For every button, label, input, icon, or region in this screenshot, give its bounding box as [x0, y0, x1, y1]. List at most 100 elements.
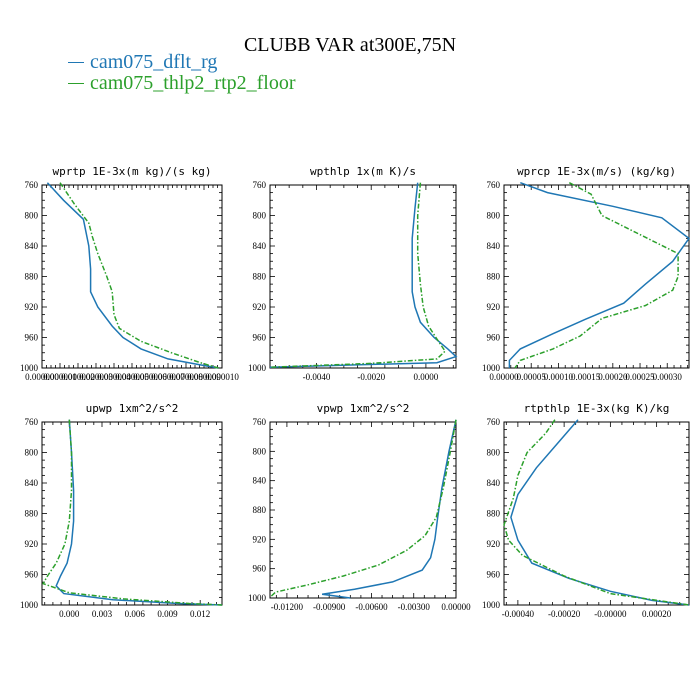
y-tick-label: 760 — [487, 180, 501, 190]
plot-frame — [269, 184, 457, 369]
y-tick-label: 920 — [25, 302, 39, 312]
x-tick-label: 0.000008 — [169, 372, 203, 382]
panel-0: wprtp 1E-3x(m kg)/(s kg) 760 800 840 880 920 9… — [20, 165, 239, 382]
legend: cam075_dflt_rg cam075_thlp2_rtp2_floor — [68, 51, 296, 94]
x-tick-label: 0.000006 — [133, 372, 167, 382]
series-line-dflt — [321, 419, 457, 599]
series-line-floor — [514, 182, 679, 369]
y-tick-label: 760 — [253, 180, 267, 190]
panel-3: upwp 1xm^2/s^2 760 800 840 880 920 960 1000 0.00… — [20, 402, 223, 619]
plot-frame — [503, 421, 690, 606]
x-tick-label: 0.000002 — [61, 372, 95, 382]
legend-line-floor — [68, 83, 84, 84]
y-tick-label: 920 — [253, 302, 267, 312]
series-line-dflt — [510, 419, 690, 606]
y-tick-label: 880 — [253, 272, 267, 282]
y-tick-label: 960 — [25, 570, 39, 580]
series-line-dflt — [508, 181, 691, 368]
x-tick-label: 0.000007 — [151, 372, 185, 382]
x-tick-label: 0.000010 — [205, 372, 239, 382]
y-tick-label: 880 — [25, 509, 39, 519]
series-line-floor — [269, 182, 447, 368]
panel-title: wprtp 1E-3x(m kg)/(s kg) — [53, 165, 212, 178]
legend-item-floor: cam075_thlp2_rtp2_floor — [68, 72, 296, 94]
x-tick-label: -0.01200 — [271, 602, 304, 612]
x-tick-label: 0.003 — [92, 609, 113, 619]
y-tick-label: 840 — [25, 478, 39, 488]
y-tick-label: 800 — [253, 446, 267, 456]
x-tick-label: -0.00900 — [313, 602, 346, 612]
y-tick-label: 880 — [487, 509, 501, 519]
x-tick-label: 0.000004 — [97, 372, 131, 382]
x-tick-label: 0.00000 — [441, 602, 471, 612]
y-tick-label: 960 — [487, 333, 501, 343]
legend-line-dflt — [68, 62, 84, 63]
y-tick-label: 1000 — [482, 600, 501, 610]
panel-4: vpwp 1xm^2/s^2 760 800 840 880 920 960 1000 -0.0… — [248, 402, 471, 612]
panel-title: wpthlp 1x(m K)/s — [310, 165, 416, 178]
y-tick-label: 960 — [253, 564, 267, 574]
y-tick-label: 880 — [25, 272, 39, 282]
panel-title: vpwp 1xm^2/s^2 — [317, 402, 410, 415]
y-tick-label: 920 — [487, 302, 501, 312]
plot-frame — [41, 184, 223, 369]
y-tick-label: 920 — [25, 539, 39, 549]
y-tick-label: 760 — [487, 417, 501, 427]
y-tick-label: 880 — [253, 505, 267, 515]
y-tick-label: 1000 — [20, 600, 39, 610]
y-tick-label: 1000 — [248, 593, 267, 603]
panel-1: wpthlp 1x(m K)/s 760 800 840 880 920 960 1000 -0… — [248, 165, 458, 382]
y-tick-label: 840 — [487, 478, 501, 488]
series-line-floor — [269, 419, 457, 598]
y-tick-label: 880 — [487, 272, 501, 282]
x-tick-label: 0.000009 — [187, 372, 221, 382]
x-tick-label: 0.00030 — [653, 372, 683, 382]
panel-title: rtpthlp 1E-3x(kg K)/kg — [524, 402, 670, 415]
y-tick-label: 1000 — [482, 363, 501, 373]
panel-2: wprcp 1E-3x(m/s) (kg/kg) 760 800 840 880 920 9… — [482, 165, 691, 382]
panel-title: wprcp 1E-3x(m/s) (kg/kg) — [517, 165, 676, 178]
y-tick-label: 840 — [25, 241, 39, 251]
x-tick-label: 0.00000 — [489, 372, 519, 382]
y-tick-label: 760 — [253, 417, 267, 427]
x-tick-label: 0.012 — [190, 609, 210, 619]
panel-title: upwp 1xm^2/s^2 — [86, 402, 179, 415]
x-tick-label: 0.000 — [59, 609, 80, 619]
x-tick-label: -0.00000 — [594, 609, 627, 619]
y-tick-label: 960 — [487, 570, 501, 580]
series-line-dflt — [269, 182, 458, 368]
x-tick-label: 0.00015 — [571, 372, 601, 382]
plot-frame — [503, 184, 690, 369]
x-tick-label: -0.00600 — [355, 602, 388, 612]
x-tick-label: 0.000003 — [79, 372, 113, 382]
y-tick-label: 840 — [253, 476, 267, 486]
legend-item-dflt: cam075_dflt_rg — [68, 51, 296, 73]
y-tick-label: 960 — [25, 333, 39, 343]
series-line-floor — [503, 419, 690, 606]
y-tick-label: 920 — [487, 539, 501, 549]
panel-5: rtpthlp 1E-3x(kg K)/kg 760 800 840 880 920 960… — [482, 402, 690, 619]
figure-title: CLUBB VAR at300E,75N — [243, 34, 457, 56]
y-tick-label: 760 — [25, 180, 39, 190]
y-tick-label: 800 — [25, 211, 39, 221]
y-tick-label: 1000 — [248, 363, 267, 373]
x-tick-label: 0.00020 — [642, 609, 672, 619]
x-tick-label: 0.009 — [157, 609, 178, 619]
plot-frame — [41, 421, 223, 606]
x-tick-label: -0.00300 — [398, 602, 431, 612]
plot-frame — [269, 421, 457, 599]
x-tick-label: 0.0000 — [414, 372, 439, 382]
series-line-floor — [41, 419, 223, 606]
y-tick-label: 840 — [487, 241, 501, 251]
legend-label-dflt: cam075_dflt_rg — [90, 51, 218, 73]
y-tick-label: 800 — [487, 448, 501, 458]
legend-label-floor: cam075_thlp2_rtp2_floor — [90, 72, 296, 94]
x-tick-label: 0.000000 — [25, 372, 59, 382]
x-tick-label: 0.00010 — [544, 372, 574, 382]
series-line-floor — [59, 182, 219, 369]
x-tick-label: 0.00020 — [598, 372, 628, 382]
y-tick-label: 800 — [253, 211, 267, 221]
y-tick-label: 1000 — [20, 363, 39, 373]
x-tick-label: 0.000005 — [115, 372, 149, 382]
x-tick-label: -0.0020 — [357, 372, 385, 382]
